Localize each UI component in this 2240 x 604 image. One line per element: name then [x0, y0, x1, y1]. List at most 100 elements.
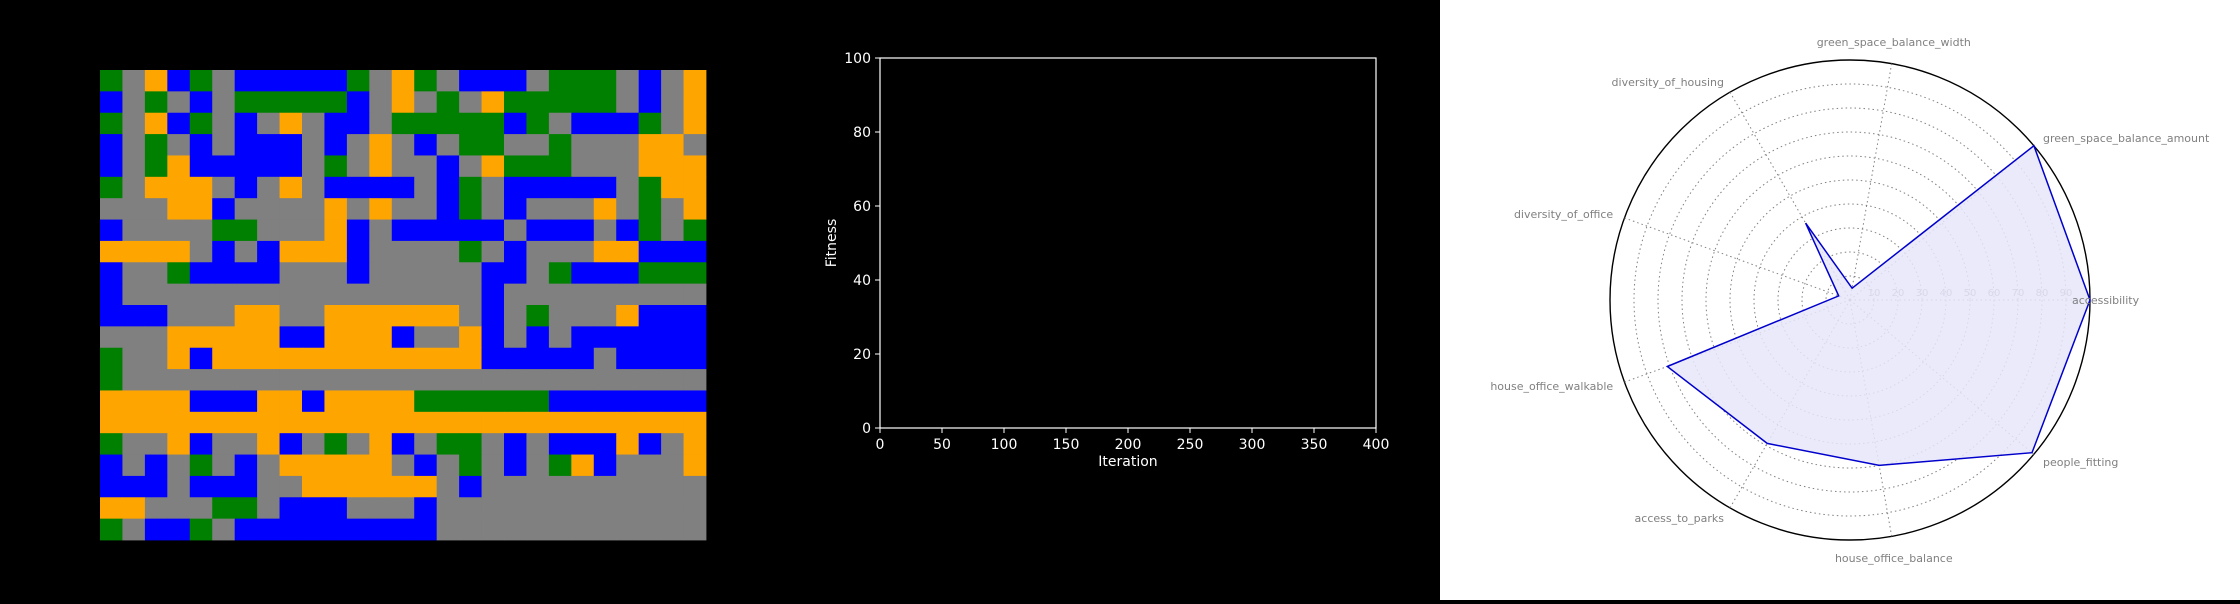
grid-cell-road	[571, 518, 595, 541]
grid-cell-road	[302, 369, 325, 391]
grid-cell-road	[526, 262, 550, 285]
grid-cell-office	[683, 433, 707, 455]
grid-cell-residential	[346, 262, 370, 285]
grid-cell-road	[346, 155, 370, 178]
radar-category-label: green_space_balance_amount	[2043, 132, 2210, 145]
grid-cell-residential	[257, 70, 280, 92]
grid-cell-road	[616, 518, 640, 541]
grid-cell-office	[144, 240, 168, 263]
grid-cell-road	[571, 369, 595, 391]
grid-cell-office	[459, 411, 482, 434]
grid-cell-road	[391, 454, 415, 477]
grid-cell-residential	[571, 176, 595, 199]
grid-cell-residential	[324, 112, 348, 135]
grid-cell-park	[459, 454, 482, 477]
grid-cell-residential	[234, 518, 258, 541]
grid-cell-park	[593, 70, 617, 92]
grid-cell-office	[661, 155, 684, 178]
grid-cell-park	[189, 518, 213, 541]
grid-cell-office	[167, 155, 191, 178]
grid-cell-office	[571, 454, 595, 477]
grid-cell-office	[189, 411, 213, 434]
grid-cell-road	[593, 134, 617, 156]
grid-cell-park	[414, 70, 438, 92]
grid-cell-office	[189, 198, 213, 220]
grid-cell-road	[212, 369, 236, 391]
grid-cell-residential	[414, 454, 438, 477]
grid-cell-office	[638, 155, 662, 178]
grid-cell-residential	[661, 326, 684, 349]
grid-cell-park	[526, 305, 550, 327]
grid-cell-road	[616, 176, 640, 199]
grid-cell-road	[436, 326, 460, 349]
grid-cell-road	[593, 283, 617, 306]
grid-cell-road	[144, 262, 168, 285]
grid-cell-office	[279, 454, 303, 477]
grid-cell-road	[369, 240, 393, 263]
grid-cell-road	[504, 134, 527, 156]
grid-cell-road	[257, 283, 280, 306]
grid-cell-office	[661, 176, 684, 199]
grid-cell-residential	[571, 112, 595, 135]
grid-cell-park	[504, 390, 527, 413]
grid-cell-road	[122, 198, 146, 220]
grid-cell-residential	[391, 219, 415, 242]
grid-cell-office	[324, 326, 348, 349]
grid-cell-residential	[167, 70, 191, 92]
grid-cell-road	[571, 198, 595, 220]
grid-cell-park	[548, 134, 572, 156]
grid-cell-residential	[661, 240, 684, 263]
grid-cell-road	[414, 155, 438, 178]
grid-cell-road	[167, 219, 191, 242]
grid-cell-park	[100, 176, 123, 199]
grid-cell-park	[436, 91, 460, 114]
grid-cell-road	[279, 198, 303, 220]
grid-cell-residential	[593, 390, 617, 413]
grid-cell-residential	[683, 326, 707, 349]
grid-cell-residential	[593, 176, 617, 199]
radar-category-label: diversity_of_office	[1514, 208, 1613, 221]
grid-cell-office	[167, 326, 191, 349]
grid-cell-residential	[234, 390, 258, 413]
grid-cell-office	[616, 240, 640, 263]
grid-cell-road	[459, 518, 482, 541]
grid-cell-road	[144, 369, 168, 391]
grid-cell-residential	[302, 518, 325, 541]
y-axis-label: Fitness	[824, 219, 840, 268]
grid-cell-office	[144, 70, 168, 92]
grid-cell-residential	[346, 176, 370, 199]
grid-cell-residential	[369, 176, 393, 199]
grid-cell-office	[279, 347, 303, 370]
grid-cell-road	[122, 518, 146, 541]
grid-cell-road	[436, 369, 460, 391]
grid-cell-road	[189, 283, 213, 306]
grid-cell-park	[144, 134, 168, 156]
grid-cell-park	[167, 262, 191, 285]
grid-cell-road	[189, 240, 213, 263]
grid-cell-road	[122, 326, 146, 349]
grid-cell-residential	[234, 134, 258, 156]
plot-area	[879, 57, 1377, 429]
grid-cell-office	[638, 411, 662, 434]
grid-cell-road	[526, 240, 550, 263]
grid-cell-park	[638, 198, 662, 220]
grid-cell-residential	[481, 326, 505, 349]
grid-cell-residential	[279, 497, 303, 520]
grid-cell-road	[212, 518, 236, 541]
grid-cell-road	[346, 134, 370, 156]
grid-cell-road	[391, 283, 415, 306]
grid-cell-road	[391, 240, 415, 263]
grid-cell-park	[548, 155, 572, 178]
grid-cell-park	[414, 112, 438, 135]
grid-cell-road	[212, 70, 236, 92]
grid-cell-office	[167, 240, 191, 263]
grid-cell-residential	[100, 262, 123, 285]
grid-cell-residential	[279, 433, 303, 455]
grid-cell-road	[391, 262, 415, 285]
grid-cell-road	[212, 176, 236, 199]
grid-cell-residential	[683, 305, 707, 327]
grid-cell-road	[212, 433, 236, 455]
grid-cell-road	[661, 91, 684, 114]
grid-cell-residential	[257, 518, 280, 541]
grid-cell-road	[122, 70, 146, 92]
